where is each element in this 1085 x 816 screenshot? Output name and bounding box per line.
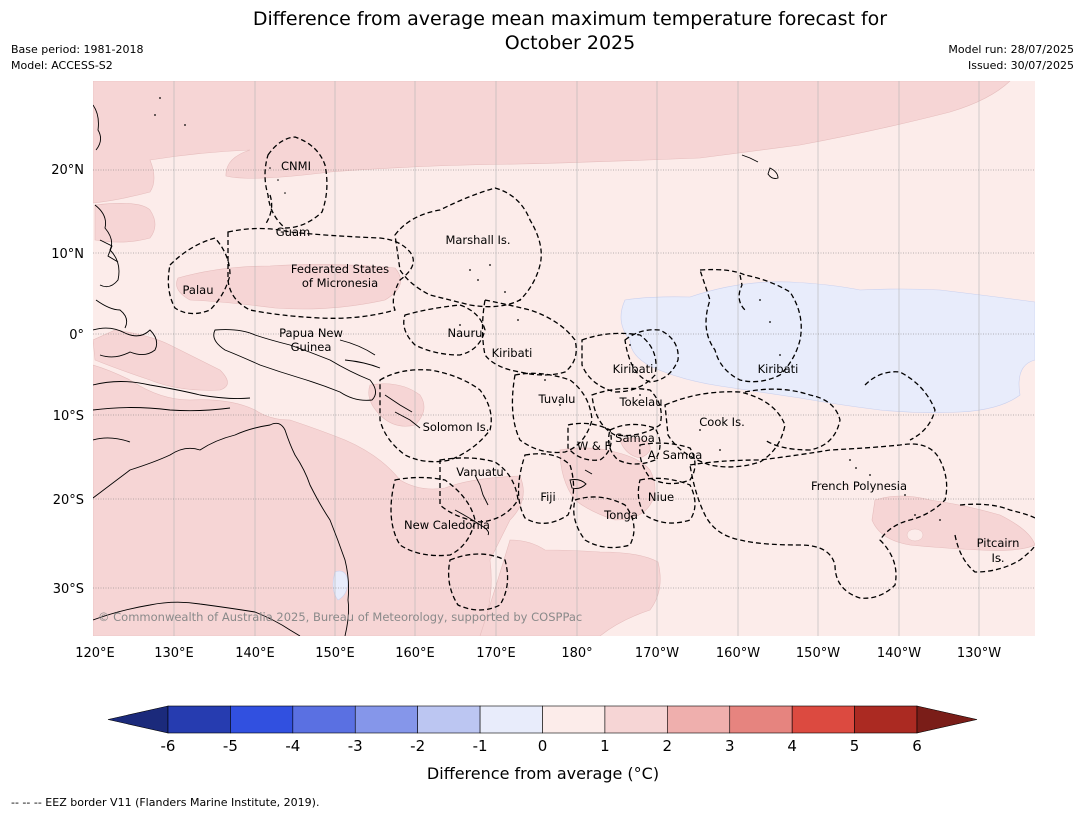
label-niue: Niue <box>648 490 674 504</box>
lat-label: 20°N <box>51 163 84 178</box>
label-new-caledonia: New Caledonia <box>404 518 490 532</box>
label-solomon-islands: Solomon Is. <box>423 420 490 434</box>
colorbar-segment <box>542 705 606 734</box>
lon-label: 170°E <box>476 646 516 661</box>
label-png-line2: Guinea <box>291 340 332 354</box>
colorbar-extend-high <box>916 705 978 734</box>
colorbar-tick-label: 5 <box>850 737 860 755</box>
colorbar-segment <box>230 705 294 734</box>
map-panel: CNMI Guam Marshall Is. Federated States … <box>93 81 1035 636</box>
label-cook-islands: Cook Is. <box>699 415 744 429</box>
anomaly-band-minus1-to-0 <box>332 281 1035 601</box>
longitude-labels: 120°E 130°E 140°E 150°E 160°E 170°E 180°… <box>75 646 1001 661</box>
lon-label: 130°W <box>957 646 1001 661</box>
colorbar-segment <box>417 705 481 734</box>
graticule <box>173 81 980 636</box>
issued-date: Issued: 30/07/2025 <box>967 59 1074 72</box>
colorbar-tick-label: -5 <box>223 737 238 755</box>
label-png-line1: Papua New <box>279 326 343 340</box>
lon-label: 140°E <box>235 646 275 661</box>
label-kiribati-phoenix: Kiribati <box>613 362 654 376</box>
colorbar-tick-label: -3 <box>348 737 363 755</box>
colorbar-segment <box>354 705 418 734</box>
colorbar-segment <box>854 705 918 734</box>
label-vanuatu: Vanuatu <box>456 465 503 479</box>
colorbar-segment <box>667 705 731 734</box>
base-period: Base period: 1981-2018 <box>11 43 144 56</box>
label-kiribati-gilbert: Kiribati <box>492 346 533 360</box>
label-marshall-islands: Marshall Is. <box>445 233 510 247</box>
colorbar-tick-label: 4 <box>787 737 797 755</box>
colorbar-tick-label: 3 <box>725 737 735 755</box>
label-wallis-futuna: W & F <box>577 439 611 453</box>
colorbar-tick-label: -4 <box>285 737 300 755</box>
lat-label: 10°S <box>53 409 84 424</box>
colorbar-ticks: -6 -5 -4 -3 -2 -1 0 1 2 3 4 5 6 <box>161 737 922 755</box>
chart-title: Difference from average mean maximum tem… <box>150 7 990 55</box>
region-labels: CNMI Guam Marshall Is. Federated States … <box>183 159 1020 565</box>
lat-label: 30°S <box>53 582 84 597</box>
run-info: Model run: 28/07/2025 Issued: 30/07/2025 <box>948 42 1074 74</box>
eez-legend-note: -- -- -- EEZ border V11 (Flanders Marine… <box>11 796 320 809</box>
copyright-notice: © Commonwealth of Australia 2025, Bureau… <box>98 610 582 624</box>
label-micronesia-line2: of Micronesia <box>302 276 378 290</box>
colorbar-segment <box>479 705 543 734</box>
lon-label: 150°E <box>315 646 355 661</box>
label-cnmi: CNMI <box>281 159 311 173</box>
label-tonga: Tonga <box>603 508 638 522</box>
colorbar-tick-label: 0 <box>538 737 548 755</box>
latitude-labels: 20°N 10°N 0° 10°S 20°S 30°S <box>51 163 84 597</box>
lon-label: 130°E <box>154 646 194 661</box>
label-tuvalu: Tuvalu <box>538 392 576 406</box>
colorbar-tick-label: -1 <box>473 737 488 755</box>
colorbar-tick-label: 6 <box>912 737 922 755</box>
lon-label: 180° <box>561 646 592 661</box>
label-pitcairn-line1: Pitcairn <box>977 536 1020 550</box>
lon-label: 140°W <box>877 646 921 661</box>
colorbar-segment <box>167 705 231 734</box>
colorbar-tick-label: 2 <box>663 737 673 755</box>
colorbar-label: Difference from average (°C) <box>427 764 659 783</box>
label-american-samoa: A. Samoa <box>648 448 703 462</box>
eez-borders <box>167 136 1035 611</box>
lon-label: 150°W <box>796 646 840 661</box>
model-run: Model run: 28/07/2025 <box>948 43 1074 56</box>
label-french-polynesia: French Polynesia <box>811 479 907 493</box>
lat-label: 10°N <box>51 247 84 262</box>
colorbar-segment <box>292 705 356 734</box>
label-samoa: Samoa <box>615 431 655 445</box>
label-nauru: Nauru <box>448 326 483 340</box>
label-palau: Palau <box>183 283 214 297</box>
small-islands <box>154 97 1001 561</box>
lon-label: 160°E <box>395 646 435 661</box>
label-tokelau: Tokelau <box>619 395 663 409</box>
label-pitcairn-line2: Is. <box>991 551 1004 565</box>
colorbar-tick-label: -6 <box>161 737 176 755</box>
colorbar-tick-label: -2 <box>410 737 425 755</box>
title-line-2: October 2025 <box>504 32 636 54</box>
colorbar <box>107 705 978 734</box>
lat-label: 20°S <box>53 493 84 508</box>
title-line-1: Difference from average mean maximum tem… <box>252 8 888 30</box>
coastlines <box>93 104 779 636</box>
model-name: Model: ACCESS-S2 <box>11 59 113 72</box>
label-kiribati-line: Kiribati <box>758 362 799 376</box>
lat-label: 0° <box>69 328 84 343</box>
anomaly-band-1-to-2 <box>93 81 1035 636</box>
colorbar-extend-low <box>107 705 169 734</box>
colorbar-segment <box>791 705 855 734</box>
colorbar-tick-label: 1 <box>600 737 610 755</box>
model-info: Base period: 1981-2018 Model: ACCESS-S2 <box>11 42 143 74</box>
lon-label: 120°E <box>75 646 115 661</box>
lon-label: 170°W <box>635 646 679 661</box>
label-guam: Guam <box>276 225 310 239</box>
colorbar-segment <box>729 705 793 734</box>
colorbar-segment <box>604 705 668 734</box>
label-fiji: Fiji <box>540 490 555 504</box>
label-micronesia-line1: Federated States <box>291 262 389 276</box>
lon-label: 160°W <box>716 646 760 661</box>
